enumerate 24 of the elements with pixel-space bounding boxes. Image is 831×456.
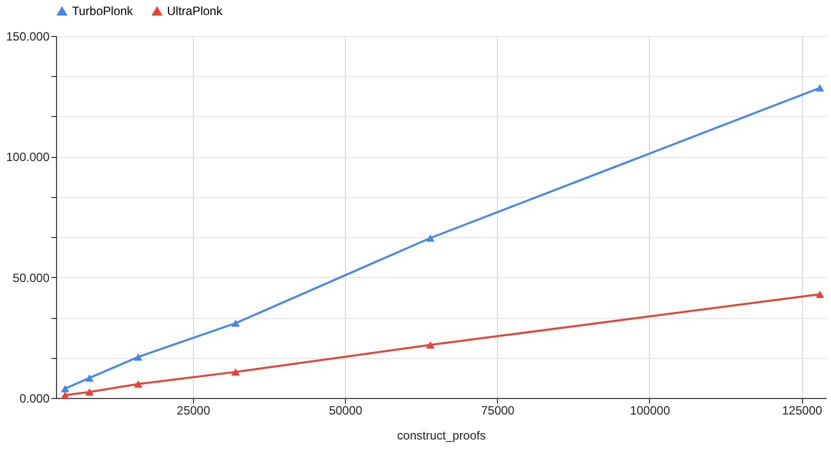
x-tick-label: 125000 xyxy=(782,404,822,418)
point xyxy=(134,353,142,361)
point xyxy=(816,84,824,92)
legend-label: UltraPlonk xyxy=(167,4,224,18)
point xyxy=(426,234,435,242)
point xyxy=(85,388,94,396)
point xyxy=(60,391,70,399)
legend-label: TurboPlonk xyxy=(72,4,134,18)
point xyxy=(60,384,70,392)
x-tick-label: 50000 xyxy=(328,404,363,418)
y-tick-label: 150.000 xyxy=(6,30,50,44)
y-tick-label: 50.000 xyxy=(12,270,50,285)
x-axis-title: construct_proofs xyxy=(397,428,486,442)
point xyxy=(816,290,824,298)
x-tick-label: 75000 xyxy=(481,404,515,418)
point xyxy=(426,341,435,349)
point xyxy=(134,380,142,388)
point xyxy=(231,320,240,327)
x-tick-label: 100000 xyxy=(630,404,670,418)
point xyxy=(231,368,240,376)
point xyxy=(85,374,94,382)
y-tick-label: 0.000 xyxy=(19,392,50,406)
y-tick-label: 100.000 xyxy=(6,150,50,164)
x-tick-label: 25000 xyxy=(176,404,210,418)
